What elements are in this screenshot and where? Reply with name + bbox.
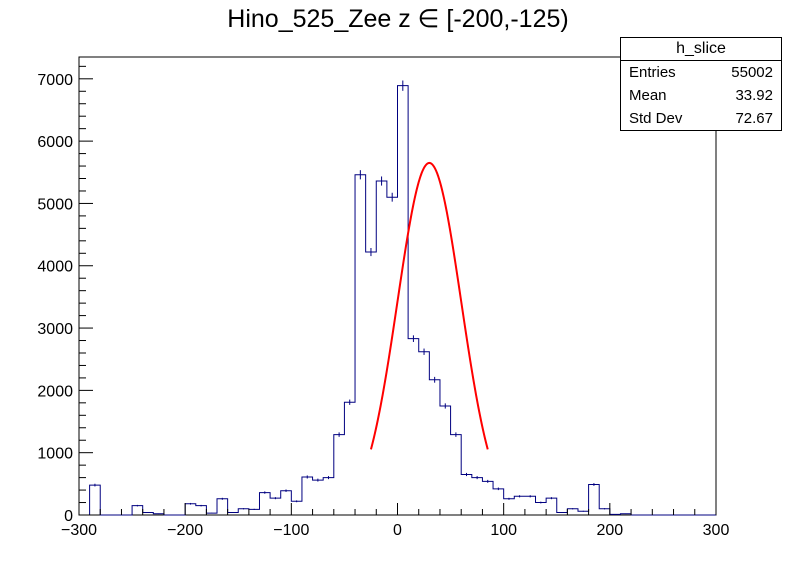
stats-value: 33.92 xyxy=(735,87,773,104)
x-tick-label: 0 xyxy=(393,522,402,539)
stats-label: Mean xyxy=(629,87,667,104)
stats-box-title: h_slice xyxy=(621,38,781,61)
y-tick-label: 6000 xyxy=(37,134,73,151)
x-tick-label: −100 xyxy=(273,522,309,539)
fit-curve xyxy=(369,161,489,450)
chart-title: Hino_525_Zee z ∈ [-200,-125) xyxy=(227,5,569,33)
stats-label: Std Dev xyxy=(629,110,683,127)
x-tick-label: 100 xyxy=(490,522,517,539)
histogram-layer xyxy=(79,80,716,516)
y-tick-label: 5000 xyxy=(37,196,73,213)
x-tick-label: 300 xyxy=(703,522,730,539)
x-tick-label: 200 xyxy=(596,522,623,539)
stats-box: h_slice Entries 55002 Mean 33.92 Std Dev… xyxy=(620,37,782,131)
y-tick-label: 3000 xyxy=(37,321,73,338)
stats-row-entries: Entries 55002 xyxy=(621,61,781,84)
y-tick-label: 4000 xyxy=(37,259,73,276)
stats-row-mean: Mean 33.92 xyxy=(621,84,781,107)
stats-row-stddev: Std Dev 72.67 xyxy=(621,107,781,130)
y-tick-label: 1000 xyxy=(37,446,73,463)
y-tick-label: 0 xyxy=(64,508,73,525)
fit-layer xyxy=(369,161,489,450)
x-tick-label: −200 xyxy=(167,522,203,539)
stats-value: 72.67 xyxy=(735,110,773,127)
y-tick-label: 2000 xyxy=(37,383,73,400)
histogram-outline xyxy=(79,85,716,516)
stats-label: Entries xyxy=(629,64,676,81)
x-tick-label: −300 xyxy=(61,522,97,539)
axis-layer: −300 −200 −100 0 100 200 300010002000300040005… xyxy=(37,65,730,539)
y-tick-label: 7000 xyxy=(37,72,73,89)
stats-value: 55002 xyxy=(731,64,773,81)
